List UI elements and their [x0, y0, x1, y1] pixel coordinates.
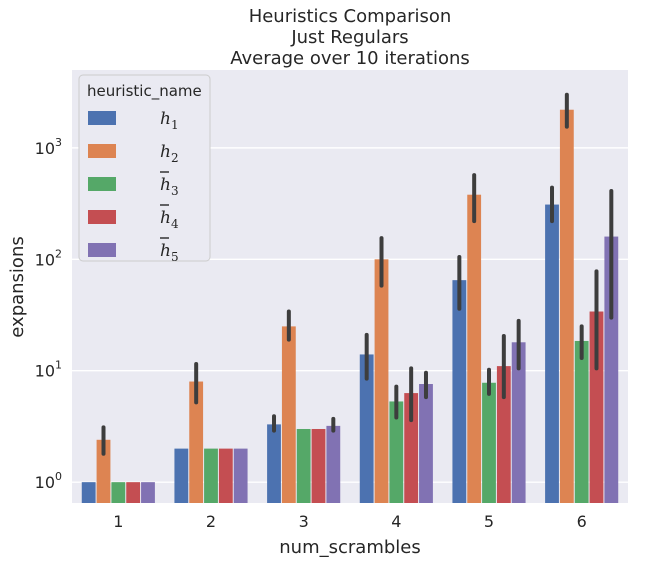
x-axis-label: num_scrambles — [279, 537, 420, 558]
bar-h3-6 — [574, 340, 589, 503]
x-tick-label: 5 — [484, 512, 494, 531]
legend-label-h2: h2 — [160, 142, 179, 165]
legend-swatch-h5 — [88, 243, 116, 257]
y-tick-label: 100 — [35, 470, 62, 492]
bar-h1-2 — [174, 448, 189, 503]
bar-h2-2 — [189, 381, 204, 503]
bars — [81, 109, 619, 504]
bar-h2-6 — [559, 109, 574, 503]
bar-h4-5 — [496, 366, 511, 503]
bar-h1-4 — [359, 354, 374, 503]
bar-h5-2 — [233, 448, 248, 503]
legend-title: heuristic_name — [87, 82, 202, 101]
error-bars — [101, 92, 614, 456]
legend-label-h4: h4 — [160, 208, 179, 231]
legend-label-h5: h5 — [160, 241, 179, 264]
x-tick-label: 6 — [577, 512, 587, 531]
bar-h3-3 — [296, 428, 311, 503]
y-axis-label: expansions — [7, 236, 28, 337]
bar-h3-2 — [204, 448, 218, 503]
bar-h3-4 — [389, 401, 404, 503]
bar-h5-4 — [419, 384, 433, 503]
bar-h4-3 — [311, 428, 326, 503]
bar-h1-1 — [81, 482, 96, 503]
y-tick-label: 102 — [35, 247, 62, 269]
bar-h2-1 — [96, 439, 111, 503]
bar-h2-4 — [374, 259, 389, 503]
chart-title-line-1: Heuristics Comparison — [249, 6, 452, 27]
y-tick-label: 103 — [35, 136, 62, 158]
legend-swatch-h3 — [88, 177, 116, 191]
x-tick-label: 2 — [206, 512, 216, 531]
y-tick-labels: 100 101 102 103 — [35, 136, 62, 492]
bar-h1-3 — [267, 424, 281, 503]
bar-h1-5 — [452, 280, 467, 503]
bar-h3-5 — [482, 382, 496, 503]
legend-label-h1: h1 — [160, 109, 179, 132]
chart-title-line-2: Just Regulars — [290, 27, 408, 48]
x-tick-labels: 1 2 3 4 5 6 — [113, 512, 587, 531]
bar-h4-1 — [126, 482, 141, 503]
bar-h4-4 — [404, 393, 419, 503]
legend-swatch-h1 — [88, 111, 116, 125]
bar-h2-3 — [281, 326, 296, 503]
chart-title-line-3: Average over 10 iterations — [230, 48, 470, 69]
bar-h5-1 — [141, 482, 155, 503]
bar-h2-5 — [467, 194, 482, 504]
legend-frame — [78, 74, 211, 262]
y-tick-label: 101 — [35, 359, 62, 381]
legend: heuristic_name h1 h2 h3 h4 h5 — [78, 74, 211, 264]
bar-h5-3 — [326, 425, 341, 503]
x-tick-label: 4 — [391, 512, 401, 531]
legend-label-h3: h3 — [160, 175, 179, 198]
bar-h4-2 — [218, 448, 233, 503]
bar-h3-1 — [111, 482, 126, 503]
bar-h5-5 — [511, 342, 526, 503]
x-tick-label: 1 — [113, 512, 123, 531]
bar-h4-6 — [589, 311, 604, 503]
legend-swatch-h4 — [88, 210, 116, 224]
x-tick-label: 3 — [299, 512, 309, 531]
bar-h5-6 — [604, 236, 619, 503]
bar-h1-6 — [545, 204, 559, 503]
legend-swatch-h2 — [88, 144, 116, 158]
